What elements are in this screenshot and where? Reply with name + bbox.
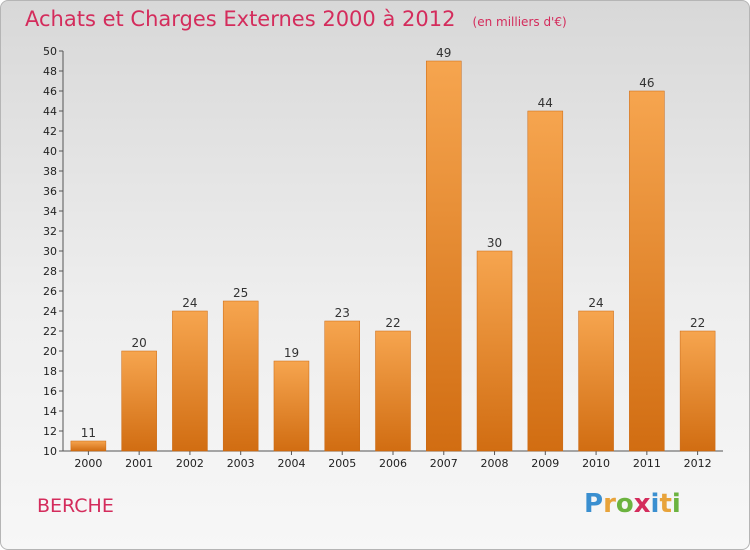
y-tick-label: 26 xyxy=(43,285,57,298)
commune-name: BERCHE xyxy=(37,495,114,517)
y-tick-label: 40 xyxy=(43,145,57,158)
x-tick-label-2003: 2003 xyxy=(227,457,255,470)
y-tick-label: 42 xyxy=(43,125,57,138)
proxiti-logo: Proxiti xyxy=(584,489,681,519)
bar-2004 xyxy=(273,360,310,452)
bar-2007 xyxy=(426,60,462,452)
value-label-2009: 44 xyxy=(538,96,553,110)
y-tick-label: 18 xyxy=(43,365,57,378)
y-tick-label: 34 xyxy=(43,205,57,218)
value-label-2004: 19 xyxy=(284,346,299,360)
y-tick-label: 50 xyxy=(43,45,57,58)
value-label-2010: 24 xyxy=(588,296,603,310)
logo-letter: x xyxy=(633,489,651,519)
x-tick-label-2006: 2006 xyxy=(379,457,407,470)
y-tick-label: 24 xyxy=(43,305,57,318)
y-tick-label: 46 xyxy=(43,85,57,98)
logo-letter: i xyxy=(671,489,681,519)
y-tick-label: 16 xyxy=(43,385,57,398)
value-label-2007: 49 xyxy=(436,46,451,60)
bar-2010 xyxy=(578,310,614,452)
y-tick-label: 38 xyxy=(43,165,57,178)
x-tick-label-2007: 2007 xyxy=(430,457,458,470)
y-tick-label: 44 xyxy=(43,105,57,118)
value-label-2011: 46 xyxy=(639,76,654,90)
bar-2009 xyxy=(527,110,564,452)
x-tick-label-2001: 2001 xyxy=(125,457,153,470)
value-label-2006: 22 xyxy=(385,316,400,330)
bar-2012 xyxy=(679,330,716,452)
y-tick-label: 48 xyxy=(43,65,57,78)
y-tick-label: 12 xyxy=(43,425,57,438)
y-tick-label: 22 xyxy=(43,325,57,338)
logo-letter: r xyxy=(603,489,616,519)
bar-2008 xyxy=(476,250,513,452)
y-tick-label: 28 xyxy=(43,265,57,278)
bar-2003 xyxy=(222,300,259,452)
x-tick-label-2002: 2002 xyxy=(176,457,204,470)
x-tick-label-2004: 2004 xyxy=(277,457,305,470)
bar-2001 xyxy=(121,350,157,452)
value-label-2003: 25 xyxy=(233,286,248,300)
chart-title-text: Achats et Charges Externes 2000 à 2012 xyxy=(25,7,456,31)
x-tick-label-2011: 2011 xyxy=(633,457,661,470)
bar-2002 xyxy=(172,310,208,452)
x-tick-label-2009: 2009 xyxy=(531,457,559,470)
y-tick-label: 14 xyxy=(43,405,57,418)
x-tick-label-2008: 2008 xyxy=(481,457,509,470)
chart-unit-label: (en milliers d'€) xyxy=(472,15,567,29)
bar-2000 xyxy=(70,440,107,452)
value-label-2001: 20 xyxy=(132,336,147,350)
bar-2006 xyxy=(375,330,411,452)
logo-letter: P xyxy=(584,489,604,519)
value-labels-group: 11 20 24 25 19 23 22 49 30 44 24 46 22 xyxy=(81,46,706,440)
y-tick-label: 20 xyxy=(43,345,57,358)
value-label-2002: 24 xyxy=(182,296,197,310)
value-label-2012: 22 xyxy=(690,316,705,330)
x-tick-label-2000: 2000 xyxy=(74,457,102,470)
axes: 10 12 14 16 18 20 22 24 26 28 30 32 34 36 38 40 42 44 46 48… xyxy=(43,45,723,470)
x-tick-label-2012: 2012 xyxy=(684,457,712,470)
logo-letter: i xyxy=(650,489,660,519)
logo-letter: o xyxy=(615,489,634,519)
value-label-2005: 23 xyxy=(335,306,350,320)
x-tick-label-2005: 2005 xyxy=(328,457,356,470)
chart-title: Achats et Charges Externes 2000 à 2012 (… xyxy=(25,7,567,31)
x-tick-label-2010: 2010 xyxy=(582,457,610,470)
value-label-2000: 11 xyxy=(81,426,96,440)
logo-letter: t xyxy=(659,489,672,519)
y-tick-label: 30 xyxy=(43,245,57,258)
y-tick-label: 32 xyxy=(43,225,57,238)
y-tick-label: 10 xyxy=(43,445,57,458)
bar-2011 xyxy=(629,90,665,452)
bars-group xyxy=(70,60,716,452)
bar-2005 xyxy=(324,320,360,452)
value-label-2008: 30 xyxy=(487,236,502,250)
y-tick-label: 36 xyxy=(43,185,57,198)
